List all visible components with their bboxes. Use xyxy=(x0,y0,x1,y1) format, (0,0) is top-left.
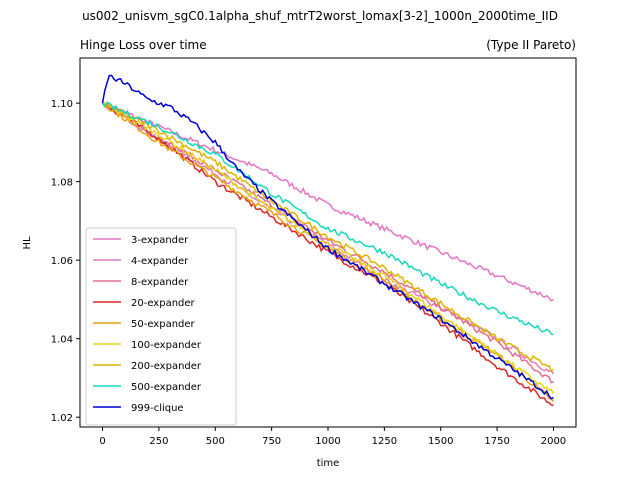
legend-label-4-expander: 4-expander xyxy=(131,256,189,267)
series-line-999-clique xyxy=(101,74,554,400)
y-axis-label: HL xyxy=(22,236,33,250)
figure-title: us002_unisvm_sgC0.1alpha_shuf_mtrT2worst… xyxy=(82,9,558,23)
x-tick-label: 750 xyxy=(262,436,281,447)
x-tick-label: 1250 xyxy=(372,436,397,447)
legend-label-20-expander: 20-expander xyxy=(131,298,196,309)
y-tick-label: 1.06 xyxy=(51,256,73,267)
x-tick-label: 1500 xyxy=(428,436,453,447)
series-line-200-expander xyxy=(101,102,554,372)
legend-label-999-clique: 999-clique xyxy=(131,403,184,414)
series-line-3-expander xyxy=(101,101,554,302)
x-tick-label: 1750 xyxy=(484,436,509,447)
x-tick-label: 1000 xyxy=(315,436,340,447)
legend: 3-expander 4-expander 8-expander 20-expande… xyxy=(85,227,237,426)
chart-title-left: Hinge Loss over time xyxy=(80,38,207,52)
x-tick-label: 2000 xyxy=(541,436,566,447)
legend-label-500-expander: 500-expander xyxy=(131,382,202,393)
x-tick-label: 500 xyxy=(206,436,225,447)
series-lines xyxy=(101,74,555,407)
y-tick-label: 1.10 xyxy=(51,99,73,110)
legend-label-100-expander: 100-expander xyxy=(131,340,202,351)
legend-label-50-expander: 50-expander xyxy=(131,319,196,330)
y-tick-label: 1.02 xyxy=(51,413,73,424)
legend-label-200-expander: 200-expander xyxy=(131,361,202,372)
legend-box xyxy=(85,227,237,426)
axis-ticks: 0 250 500 750 1000 1250 1500 1750 2000 1.02 1.04 1.… xyxy=(51,99,566,447)
y-tick-label: 1.04 xyxy=(51,335,73,346)
x-axis-label: time xyxy=(317,458,340,469)
legend-label-8-expander: 8-expander xyxy=(131,277,189,288)
x-tick-label: 0 xyxy=(99,436,105,447)
series-line-500-expander xyxy=(101,101,554,336)
x-tick-label: 250 xyxy=(149,436,168,447)
series-line-100-expander xyxy=(102,102,555,394)
chart-title-right: (Type II Pareto) xyxy=(486,38,576,52)
legend-label-3-expander: 3-expander xyxy=(131,235,189,246)
y-tick-label: 1.08 xyxy=(51,178,73,189)
